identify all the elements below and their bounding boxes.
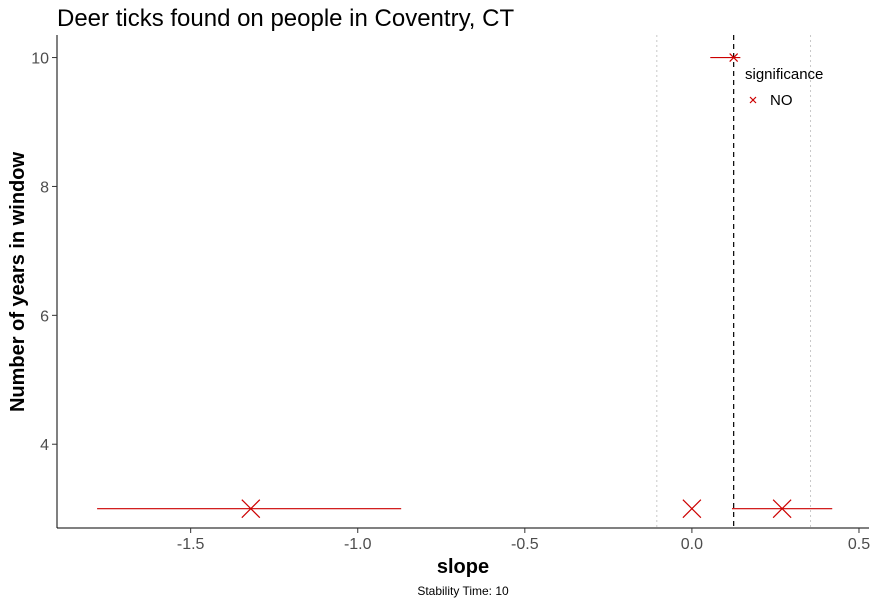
legend-title: significance <box>745 66 823 83</box>
point-stroke-b <box>729 53 739 62</box>
point-stroke-b <box>772 499 792 519</box>
data-point-0 <box>241 499 261 519</box>
data-point-2 <box>772 499 792 519</box>
chart-title: Deer ticks found on people in Coventry, … <box>57 5 514 32</box>
chart-caption: Stability Time: 10 <box>417 584 509 598</box>
data-point-1 <box>682 499 702 519</box>
axes: -1.5 -1.0 -0.5 0.0 0.5 4 6 8 10 <box>31 35 870 553</box>
data-points <box>97 53 833 519</box>
x-axis-title: slope <box>437 556 489 578</box>
legend-key-no <box>749 96 757 104</box>
legend: significance NO <box>745 66 823 109</box>
x-tick-label: 0.5 <box>848 536 870 553</box>
y-tick-label: 4 <box>40 437 49 454</box>
reference-lines <box>656 35 812 528</box>
legend-label-no: NO <box>770 92 793 109</box>
x-tick-label: 0.0 <box>681 536 703 553</box>
point-stroke-b <box>241 499 261 519</box>
x-tick-label: -0.5 <box>511 536 539 553</box>
y-axis-title: Number of years in window <box>7 152 29 412</box>
y-tick-label: 6 <box>40 308 49 325</box>
y-tick-label: 10 <box>31 51 49 68</box>
legend-key-stroke-b <box>749 96 757 104</box>
data-point-3 <box>729 53 739 62</box>
x-tick-label: -1.5 <box>177 536 205 553</box>
point-stroke-b <box>682 499 702 519</box>
x-tick-label: -1.0 <box>344 536 372 553</box>
y-tick-label: 8 <box>40 179 49 196</box>
